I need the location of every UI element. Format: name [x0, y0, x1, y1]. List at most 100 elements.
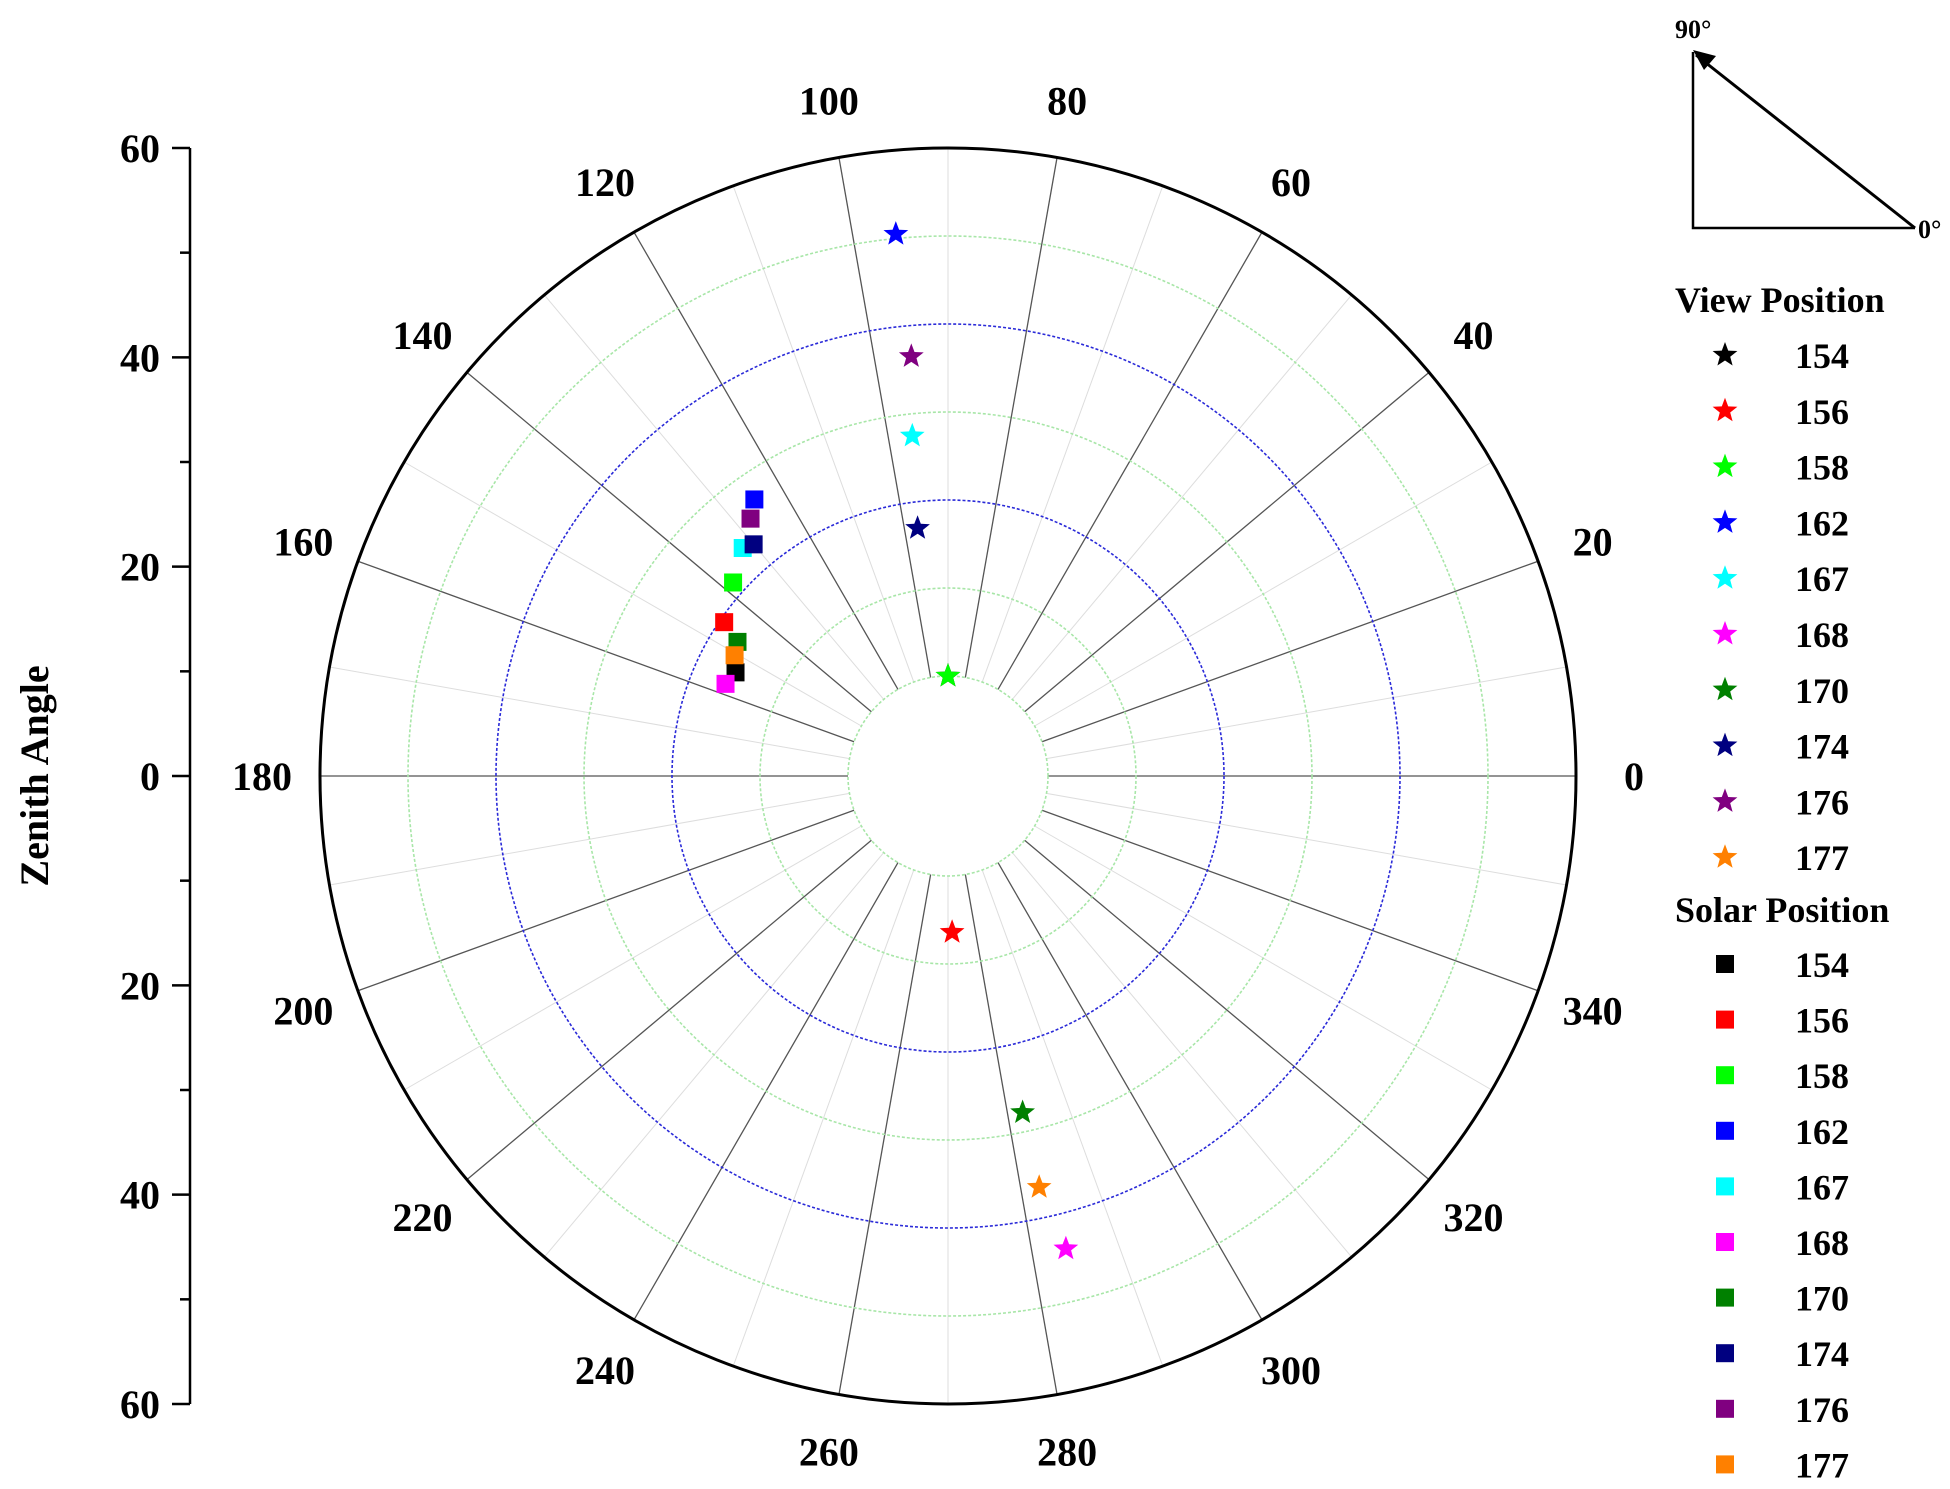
- legend-view-label-156: 156: [1795, 392, 1849, 432]
- solar-point-177: [725, 646, 744, 665]
- legend-view-label-158: 158: [1795, 448, 1849, 488]
- major-spoke: [466, 839, 872, 1181]
- inset-arrowhead: [1693, 50, 1716, 70]
- major-ring: [495, 323, 1401, 1229]
- legend-view-label-154: 154: [1795, 336, 1849, 376]
- angle-tick-label: 160: [273, 519, 333, 564]
- legend-solar-marker-170: [1716, 1288, 1734, 1307]
- angle-tick-label: 60: [1271, 160, 1311, 205]
- legend-view-marker-167: [1712, 565, 1738, 589]
- minor-ring: [847, 675, 1049, 877]
- angle-tick-label: 220: [392, 1195, 452, 1240]
- solar-point-156: [715, 613, 734, 632]
- legend-solar-marker-174: [1716, 1344, 1734, 1363]
- angle-tick-label: 260: [799, 1430, 859, 1475]
- major-spoke: [1024, 839, 1430, 1181]
- legend-view-marker-168: [1712, 621, 1738, 645]
- inset-axes: [1691, 52, 1915, 230]
- legend-solar-marker-177: [1716, 1455, 1734, 1474]
- data-points: [715, 221, 1079, 1260]
- legend-solar-marker-154: [1716, 955, 1734, 973]
- angle-tick-label: 20: [1573, 519, 1613, 564]
- legend-solar-label-174: 174: [1795, 1334, 1849, 1374]
- minor-ring: [407, 235, 1489, 1317]
- legend-view-label-170: 170: [1795, 671, 1849, 711]
- view-point-177: [1026, 1174, 1052, 1198]
- outer-ring: [318, 146, 1578, 1406]
- angle-tick-label: 200: [273, 989, 333, 1034]
- legend-view-label-176: 176: [1795, 782, 1849, 822]
- angle-tick-label: 280: [1037, 1430, 1097, 1475]
- radial-tick-label: 20: [120, 545, 160, 590]
- major-spoke: [964, 157, 1058, 678]
- legend-view-marker-156: [1712, 397, 1738, 422]
- legend-solar-marker-168: [1716, 1233, 1734, 1251]
- inset-label-90: 90°: [1675, 15, 1711, 44]
- minor-spoke: [981, 869, 1164, 1367]
- solar-point-162: [745, 490, 764, 509]
- angle-tick-label: 240: [575, 1348, 635, 1393]
- minor-spoke: [1046, 792, 1567, 886]
- legend-view-label-174: 174: [1795, 727, 1849, 767]
- minor-ring: [759, 587, 1137, 965]
- view-point-156: [939, 919, 965, 943]
- angle-tick-label: 100: [799, 78, 859, 123]
- angle-tick-label: 340: [1563, 989, 1623, 1034]
- legend-solar-label-156: 156: [1795, 1001, 1849, 1041]
- legend-view-label-167: 167: [1795, 559, 1849, 599]
- angle-tick-label: 80: [1047, 78, 1087, 123]
- view-point-167: [899, 422, 925, 447]
- radial-axis: 60 40 20 0 20 40 60 Zenith Angle: [12, 126, 192, 1427]
- legend-view-label-162: 162: [1795, 503, 1849, 543]
- legend-title-view: View Position: [1675, 280, 1885, 320]
- angle-tick-label: 120: [575, 160, 635, 205]
- legend-solar-label-167: 167: [1795, 1167, 1849, 1207]
- legend-view-marker-177: [1712, 844, 1738, 868]
- solar-point-176: [741, 509, 760, 528]
- major-spoke: [1041, 560, 1539, 743]
- radial-tick-label: 0: [140, 754, 160, 799]
- angle-tick-label: 300: [1261, 1348, 1321, 1393]
- legend-solar-label-154: 154: [1795, 945, 1849, 985]
- minor-spoke: [732, 869, 915, 1367]
- minor-ring: [583, 411, 1313, 1141]
- major-ring: [671, 499, 1225, 1053]
- direction-inset: 90° 0°: [1675, 15, 1941, 244]
- radial-tick-label: 40: [120, 1173, 160, 1218]
- legend-view-marker-170: [1712, 676, 1738, 701]
- legend-view-marker-158: [1712, 453, 1738, 478]
- legend-view-marker-154: [1712, 342, 1738, 366]
- angle-tick-label: 0: [1624, 754, 1644, 799]
- legend-view-label-168: 168: [1795, 615, 1849, 655]
- angle-tick-label: 40: [1454, 313, 1494, 358]
- legend-view-label-177: 177: [1795, 838, 1849, 878]
- radial-tick-label: 20: [120, 963, 160, 1008]
- minor-spoke: [1011, 294, 1353, 700]
- angle-tick-label: 140: [392, 313, 452, 358]
- legend-title-solar: Solar Position: [1675, 890, 1889, 930]
- legend-solar-label-177: 177: [1795, 1445, 1849, 1485]
- solar-point-158: [724, 573, 743, 592]
- polar-grid: [318, 146, 1578, 1406]
- legend-solar-label-158: 158: [1795, 1056, 1849, 1096]
- legend-solar-label-162: 162: [1795, 1112, 1849, 1152]
- legend-solar-marker-158: [1716, 1066, 1734, 1085]
- legend: View Position 154 156 158 162 167 168 170 174 176…: [1675, 280, 1889, 1485]
- view-point-168: [1053, 1235, 1079, 1260]
- inset-label-0: 0°: [1918, 215, 1941, 244]
- legend-solar-marker-162: [1716, 1121, 1734, 1140]
- view-point-174: [905, 515, 930, 539]
- inset-direction-line: [1695, 53, 1916, 230]
- radial-tick-label: 60: [120, 126, 160, 171]
- legend-view-marker-162: [1712, 509, 1738, 533]
- legend-solar-marker-167: [1716, 1177, 1734, 1196]
- legend-view-marker-174: [1712, 732, 1738, 757]
- view-point-170: [1010, 1099, 1035, 1123]
- major-spoke: [633, 231, 899, 690]
- y-axis-title: Zenith Angle: [12, 665, 57, 886]
- legend-solar-marker-176: [1716, 1399, 1734, 1418]
- view-point-162: [883, 221, 909, 245]
- radial-tick-label: 60: [120, 1382, 160, 1427]
- minor-spoke: [403, 461, 862, 727]
